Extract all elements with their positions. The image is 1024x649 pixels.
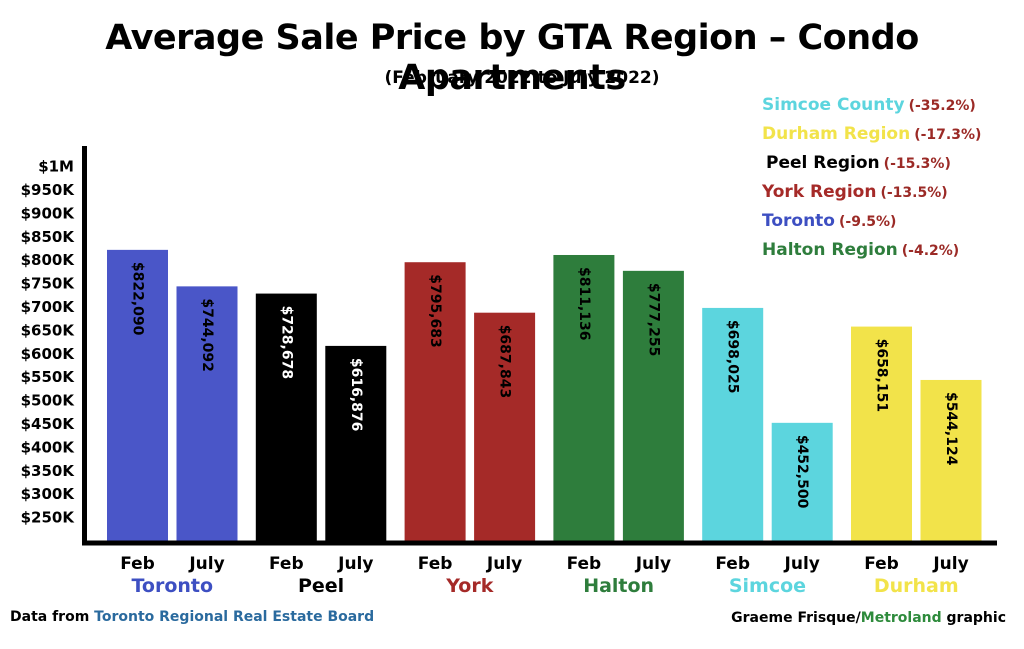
legend-change: (-9.5%) (839, 214, 897, 230)
legend-item-halton: Halton Region (-4.2%) (762, 236, 981, 265)
y-tick-label: $250K (21, 509, 76, 527)
x-region-label: Toronto (131, 575, 213, 597)
y-tick-label: $400K (21, 438, 76, 456)
y-tick-label: $1M (38, 158, 74, 176)
legend-change: (-17.3%) (914, 127, 982, 143)
bar-value-label: $777,255 (645, 283, 661, 357)
legend-change: (-35.2%) (908, 98, 976, 114)
legend-change: (-13.5%) (880, 185, 948, 201)
x-period-label: July (337, 554, 373, 574)
x-period-label: July (486, 554, 522, 574)
source-prefix: Data from (10, 609, 95, 625)
x-region-label: Durham (874, 575, 959, 597)
credit-author: Graeme Frisque/ (731, 610, 861, 626)
x-region-label: Simcoe (729, 575, 806, 597)
y-tick-label: $750K (21, 275, 76, 293)
bar-value-label: $822,090 (130, 262, 146, 336)
bar-value-label: $698,025 (725, 320, 741, 394)
y-tick-label: $900K (21, 204, 76, 222)
bar-value-label: $811,136 (576, 267, 592, 341)
legend-change: (-4.2%) (901, 243, 960, 259)
axes (82, 146, 997, 546)
source-note: Data from Toronto Regional Real Estate B… (10, 609, 374, 625)
bar-toronto-july (176, 286, 238, 541)
bar-durham-july (920, 379, 982, 541)
legend-item-toronto: Toronto (-9.5%) (762, 207, 981, 236)
x-period-label: July (635, 554, 671, 574)
chart-title: Average Sale Price by GTA Region – Condo… (105, 18, 919, 98)
bar-toronto-feb (107, 249, 168, 541)
y-tick-label: $600K (21, 345, 76, 363)
bar-value-label: $452,500 (794, 435, 810, 509)
legend-item-durham: Durham Region (-17.3%) (762, 120, 981, 149)
legend-region-name: York Region (762, 182, 877, 202)
x-period-label: Feb (715, 554, 750, 574)
y-tick-label: $350K (21, 462, 76, 480)
bar-simcoe-feb (702, 307, 764, 541)
bar-value-label: $744,092 (199, 298, 215, 372)
x-region-label: York (445, 575, 493, 597)
credit-suffix: graphic (941, 610, 1006, 626)
x-period-label: Feb (864, 554, 899, 574)
bar-durham-feb (851, 326, 912, 541)
legend-region-name: Halton Region (762, 240, 898, 260)
bar-york-july (474, 312, 536, 541)
bar-halton-july (622, 270, 684, 541)
bars (107, 249, 982, 542)
x-period-label: July (932, 554, 968, 574)
x-period-label: Feb (418, 554, 453, 574)
bar-value-label: $544,124 (943, 392, 959, 466)
bar-value-label: $795,683 (427, 274, 443, 348)
x-period-label: July (188, 554, 224, 574)
source-name: Toronto Regional Real Estate Board (94, 609, 375, 625)
x-period-label: Feb (269, 554, 304, 574)
x-region-label: Peel (298, 575, 344, 597)
legend-item-york: York Region (-13.5%) (762, 178, 981, 207)
legend: Simcoe County (-35.2%) Durham Region (-17.… (762, 91, 981, 265)
legend-region-name: Durham Region (762, 124, 911, 144)
bar-value-label: $658,151 (874, 339, 890, 413)
y-tick-label: $650K (21, 321, 76, 339)
x-period-label: July (784, 554, 820, 574)
x-period-label: Feb (120, 554, 155, 574)
y-tick-label: $950K (21, 181, 76, 199)
y-axis-tick-labels: $250K $300K $350K $400K $450K $500K $550K $600K… (21, 158, 76, 527)
chart-subtitle: (February 2022 to July 2022) (384, 68, 660, 88)
legend-item-peel: Peel Region (-15.3%) (762, 149, 981, 178)
x-period-label: Feb (567, 554, 602, 574)
legend-region-name: Simcoe County (762, 95, 905, 115)
bar-value-label: $687,843 (497, 325, 513, 399)
legend-item-simcoe: Simcoe County (-35.2%) (762, 91, 981, 120)
bar-peel-feb (255, 293, 317, 541)
bar-value-label: $728,678 (278, 306, 294, 380)
bar-simcoe-july (771, 422, 833, 541)
bar-value-labels: $822,090 $744,092 $728,678 $616,876 $795,683… (130, 262, 960, 509)
y-tick-label: $800K (21, 251, 76, 269)
bar-peel-july (325, 345, 387, 541)
bar-halton-feb (553, 254, 615, 542)
y-tick-label: $300K (21, 485, 76, 503)
y-tick-label: $850K (21, 228, 76, 246)
bar-york-feb (404, 262, 466, 541)
legend-change: (-15.3%) (883, 156, 951, 172)
legend-region-name: Toronto (762, 211, 835, 231)
credit-note: Graeme Frisque/Metroland graphic (731, 610, 1006, 626)
legend-region-name: Peel Region (766, 153, 880, 173)
bar-value-label: $616,876 (348, 358, 364, 432)
y-tick-label: $500K (21, 392, 76, 410)
y-tick-label: $700K (21, 298, 76, 316)
y-tick-label: $450K (21, 415, 76, 433)
y-tick-label: $550K (21, 368, 76, 386)
credit-org: Metroland (860, 610, 942, 626)
x-region-label: Halton (583, 575, 654, 597)
